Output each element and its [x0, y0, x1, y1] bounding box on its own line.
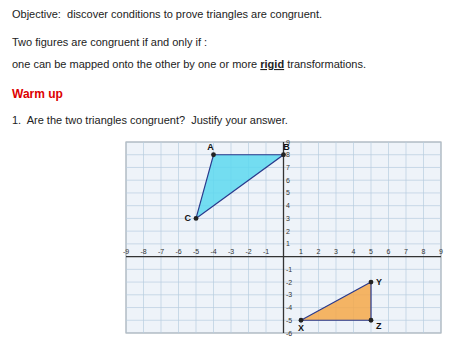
point-label: Z	[376, 321, 382, 331]
x-axis-line	[126, 256, 441, 257]
vertex	[194, 216, 199, 221]
x-tick-label: 6	[387, 248, 391, 255]
annotation: Two figures are congruent if and only if…	[12, 36, 207, 48]
y-tick-label: 7	[286, 164, 290, 171]
vertex	[299, 318, 304, 323]
grid	[126, 142, 441, 333]
y-tick-label: 2	[286, 228, 290, 235]
y-tick-label: -6	[286, 330, 292, 337]
x-tick-label: -9	[123, 248, 129, 255]
triangle	[196, 155, 284, 219]
plot-area	[126, 142, 441, 333]
x-tick-label: 4	[352, 248, 356, 255]
y-axis-line	[283, 142, 284, 333]
grid-line-x	[126, 142, 127, 333]
grid-line-x	[301, 142, 302, 333]
annotation: Objective: discover conditions to prove …	[12, 8, 322, 20]
grid-line-x	[161, 142, 162, 333]
point-label: B	[283, 142, 290, 152]
annotation: one can be mapped onto the other by one …	[12, 58, 366, 70]
x-tick-label: 7	[404, 248, 408, 255]
x-tick-label: -4	[210, 248, 216, 255]
grid-line-x	[178, 142, 179, 333]
y-tick-label: -1	[286, 266, 292, 273]
vertex	[369, 318, 374, 323]
point-label: X	[298, 323, 304, 333]
x-tick-label: 3	[334, 248, 338, 255]
annotation-segment: one can be mapped onto the other by one …	[12, 58, 260, 70]
y-tick-label: 1	[286, 240, 290, 247]
x-tick-label: 8	[422, 248, 426, 255]
y-tick-label: 3	[286, 215, 290, 222]
tick-labels: -9 -8 -7 -6 -5 -4 -3 -2 -1 1 2 3 4 5 6 7 8 9 -6 -5 -4 -3 -2 -1 1…	[123, 139, 443, 337]
x-tick-label: -5	[193, 248, 199, 255]
marks	[194, 152, 374, 322]
x-tick-label: -1	[263, 248, 269, 255]
grid-line-x	[388, 142, 389, 333]
x-tick-label: -8	[140, 248, 146, 255]
y-tick-label: 5	[286, 189, 290, 196]
annotation-segment: transformations.	[284, 58, 366, 70]
vertex	[369, 280, 374, 285]
x-tick-label: -7	[158, 248, 164, 255]
grid-line-x	[441, 142, 442, 333]
annotation-segment: rigid	[260, 58, 284, 70]
y-tick-label: 6	[286, 177, 290, 184]
x-tick-label: -3	[228, 248, 234, 255]
y-tick-label: -3	[286, 291, 292, 298]
grid-line-x	[143, 142, 144, 333]
y-tick-label: 4	[286, 202, 290, 209]
x-tick-label: 2	[317, 248, 321, 255]
grid-line-x	[196, 142, 197, 333]
x-tick-label: -6	[175, 248, 181, 255]
y-tick-label: -4	[286, 304, 292, 311]
x-tick-label: -2	[245, 248, 251, 255]
x-tick-label: 1	[299, 248, 303, 255]
point-label: A	[207, 142, 214, 152]
x-tick-label: 9	[439, 248, 443, 255]
y-tick-label: -5	[286, 317, 292, 324]
grid-line-x	[406, 142, 407, 333]
figure: Objective: discover conditions to prove …	[0, 0, 450, 338]
point-label: Y	[376, 277, 382, 287]
y-tick-label: -2	[286, 279, 292, 286]
grid-line-x	[423, 142, 424, 333]
annotation: 1. Are the two triangles congruent? Just…	[12, 114, 288, 126]
annotation: Warm up	[12, 87, 63, 101]
grid-line-x	[318, 142, 319, 333]
triangle	[301, 282, 371, 320]
grid-line-x	[266, 142, 267, 333]
point-labels: A B C X Y Z	[185, 142, 383, 334]
point-label: C	[185, 213, 192, 223]
x-tick-label: 5	[369, 248, 373, 255]
vertex	[211, 152, 216, 157]
y-tick-label: 8	[286, 151, 290, 158]
